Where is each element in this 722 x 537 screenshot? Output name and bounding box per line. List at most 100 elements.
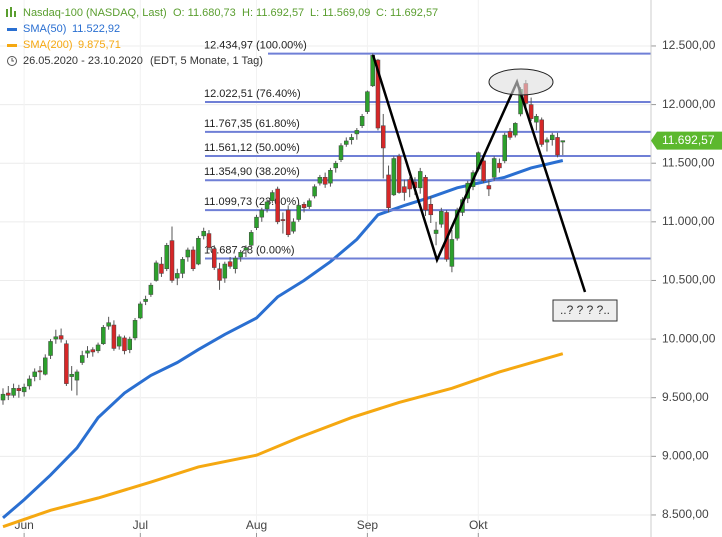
candle-body [79, 355, 85, 363]
legend-label: Nasdaq-100 (NASDAQ, Last) [23, 7, 167, 19]
candle-body [349, 137, 354, 141]
candle-body [338, 145, 344, 160]
y-tick-label: 8.500,00 [662, 507, 709, 521]
candle-body [95, 344, 101, 352]
candle-body [243, 247, 249, 251]
candle-body [64, 343, 69, 384]
candle-body [254, 216, 259, 228]
sma-line [2, 159, 564, 520]
quote: C: 11.692,57 [376, 7, 438, 19]
x-tick-label: Okt [469, 518, 488, 532]
candle-body [143, 298, 148, 302]
quote: L: 11.569,09 [310, 7, 370, 19]
candle-body [428, 203, 434, 216]
legend-swatch [7, 28, 17, 31]
candle-body [539, 119, 544, 145]
candle-body [85, 350, 90, 354]
y-tick-label: 11.000,00 [662, 214, 715, 228]
candle-body [301, 203, 307, 209]
candle-body [270, 192, 275, 201]
candle-body [534, 116, 539, 123]
candle-body [153, 262, 159, 281]
candle-body [132, 320, 138, 339]
candle-body [497, 162, 502, 169]
candle-body [454, 209, 460, 239]
candle-body [127, 338, 133, 350]
annotation: ..? ? ? ?.. [560, 303, 610, 317]
candle-body [138, 303, 143, 319]
candle-body [190, 249, 196, 269]
y-tick-label: 9.500,00 [662, 390, 709, 404]
x-tick-label: Aug [246, 518, 267, 532]
candle-body [486, 185, 492, 190]
candle-body [180, 259, 185, 274]
candle-body [481, 160, 486, 182]
drawn-ellipse [488, 68, 554, 96]
candle-body [122, 337, 127, 352]
candle-body [6, 392, 11, 396]
clock-icon [7, 56, 17, 66]
quote: H: 11.692,57 [242, 7, 304, 19]
candle-body [11, 388, 16, 396]
candle-body [491, 158, 497, 178]
candle-body [433, 229, 439, 234]
candle-body [513, 123, 518, 136]
candle-body [380, 125, 386, 149]
candle-body [53, 336, 59, 340]
candle-body [222, 263, 228, 279]
candle-body [48, 341, 53, 356]
candle-body [544, 139, 550, 143]
candle-body [111, 324, 117, 349]
legend-value: 11.522,92 [72, 23, 120, 35]
drawn-pattern [371, 54, 587, 293]
last-price-label: 11.692,57 [662, 133, 715, 147]
candle-body [196, 237, 201, 265]
candle-body [21, 386, 27, 393]
fib-label: 11.354,90 (38.20%) [204, 166, 300, 178]
y-tick-label: 12.500,00 [662, 38, 716, 52]
last-price-tag [651, 131, 722, 150]
candle-body [449, 239, 455, 267]
fib-label: 11.099,73 (23.60%) [204, 196, 300, 208]
y-tick-label: 9.000,00 [662, 449, 709, 463]
clock-icon [11, 58, 14, 62]
y-tick-label: 12.000,00 [662, 97, 716, 111]
legend-label: SMA(200) [23, 39, 73, 51]
candle-body [37, 370, 43, 373]
candle-body [396, 155, 402, 193]
candle-body [328, 169, 333, 184]
candle-body [259, 209, 265, 218]
candle-body [322, 177, 328, 185]
annotation-box [552, 299, 618, 322]
candle-body [227, 261, 233, 267]
quote: O: 11.680,73 [173, 7, 236, 19]
candle-body [206, 233, 212, 248]
fib-label: 11.767,35 (61.80%) [204, 118, 300, 130]
candle-body [106, 322, 111, 327]
period: 26.05.2020 - 23.10.2020 [23, 55, 143, 67]
candle-body [169, 240, 175, 281]
candle-body [560, 140, 566, 143]
fib-label: 10.687,28 (0.00%) [204, 244, 295, 256]
candle-body [344, 140, 349, 145]
candle-body [69, 374, 74, 377]
legend-label: SMA(50) [23, 23, 66, 35]
candle-body [285, 209, 291, 235]
candle-body [217, 268, 222, 281]
y-tick-label: 11.500,00 [662, 155, 715, 169]
candle-icon [14, 11, 16, 17]
x-tick-label: Jul [133, 518, 148, 532]
candle-body [555, 137, 560, 156]
candle-body [238, 252, 243, 258]
candle-body [0, 393, 6, 401]
candle-body [528, 104, 534, 119]
candle-body [233, 257, 238, 269]
fib-label: 11.561,12 (50.00%) [204, 142, 300, 154]
candle-body [296, 205, 302, 220]
candle-body [402, 186, 407, 193]
candle-body [407, 179, 412, 190]
candle-icon [6, 9, 8, 17]
